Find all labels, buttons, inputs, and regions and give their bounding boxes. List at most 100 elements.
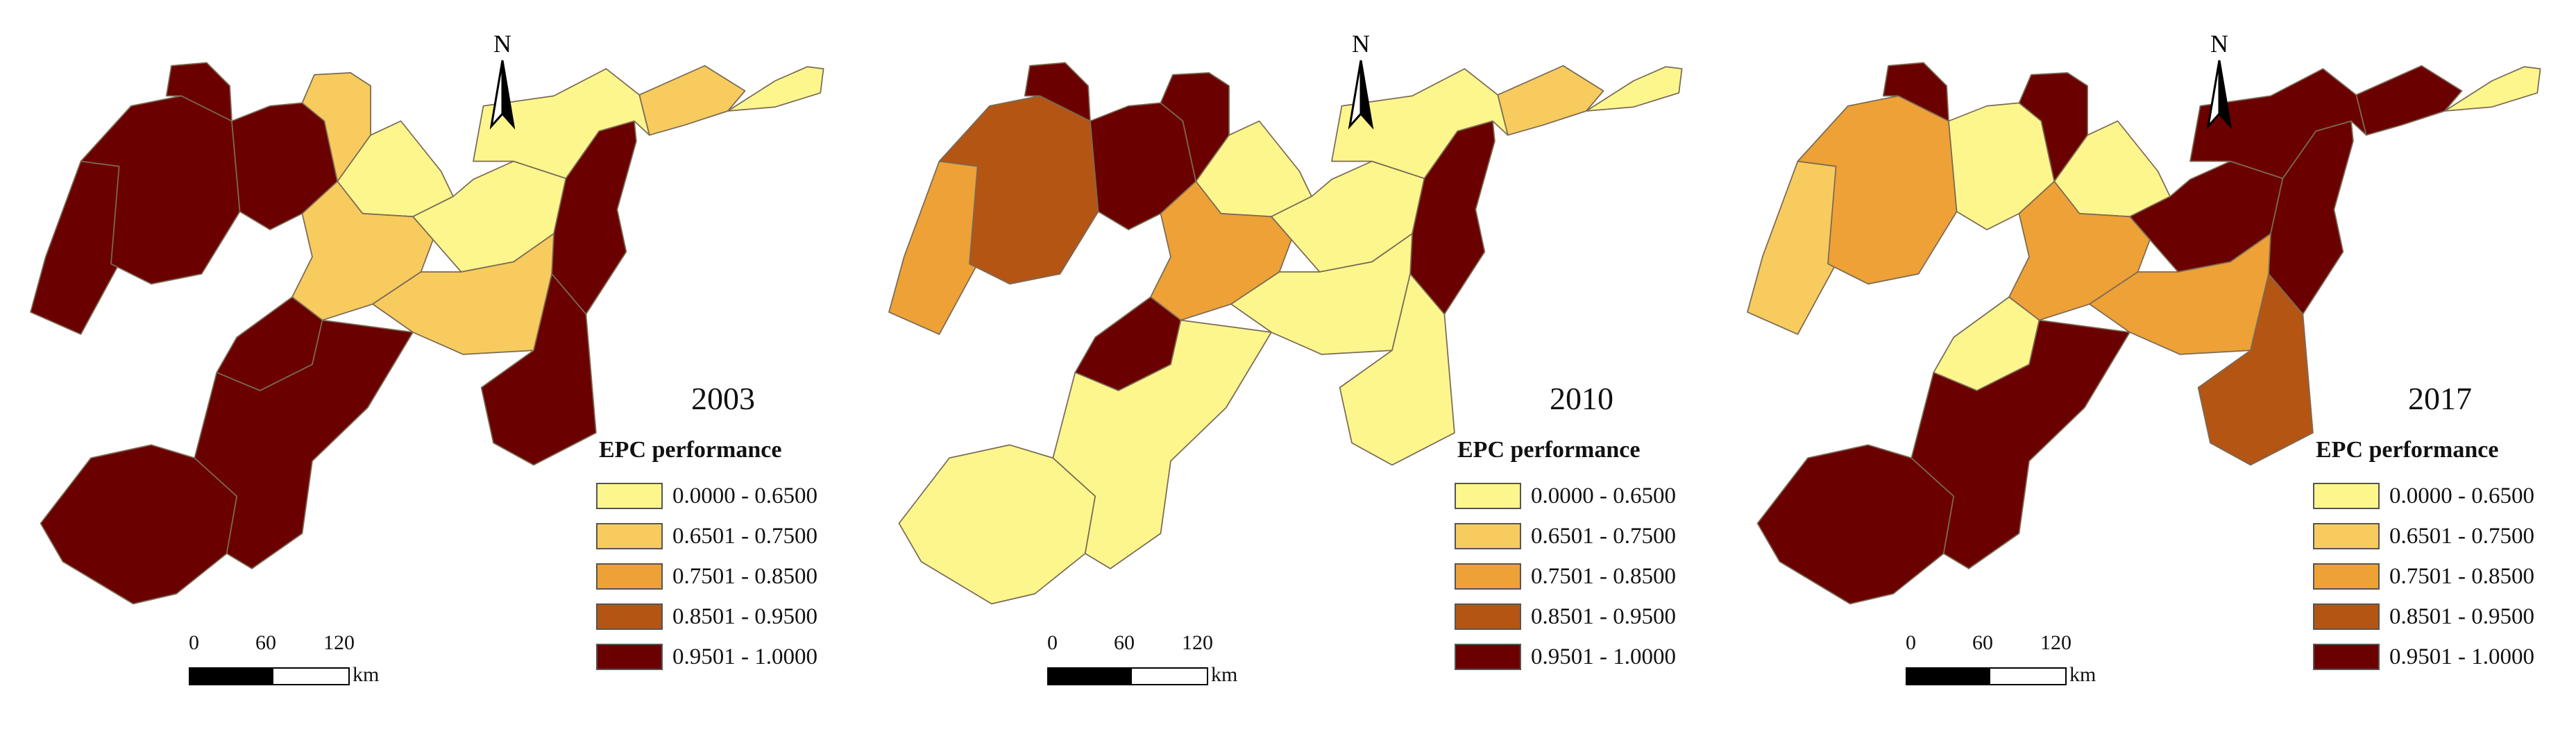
legend-item: 0.6501 - 0.7500 <box>596 522 817 551</box>
north-arrow: N <box>482 29 523 133</box>
legend-swatch <box>1455 603 1521 630</box>
legend-swatch <box>1455 644 1521 670</box>
legend-label: 0.7501 - 0.8500 <box>2389 563 2534 589</box>
map-region <box>727 66 824 112</box>
scale-bar-white-segment <box>1130 667 1208 685</box>
north-arrow: N <box>2198 29 2240 133</box>
scale-tick-label: 60 <box>1114 631 1135 654</box>
map-region <box>40 444 238 605</box>
north-label: N <box>1352 30 1370 58</box>
north-arrow: N <box>1340 29 1382 133</box>
legend-item: 0.8501 - 0.9500 <box>1455 602 1676 631</box>
map-region <box>888 160 978 335</box>
scale-bar: 0 60 120 km <box>1906 631 2096 694</box>
map-region <box>30 160 120 335</box>
map-region <box>1756 444 1955 605</box>
map-year-label: 2003 <box>691 381 755 416</box>
legend-item: 0.6501 - 0.7500 <box>2313 522 2534 551</box>
map-region <box>2443 66 2541 112</box>
scale-bar-black-segment <box>189 667 272 685</box>
legend-swatch <box>1455 563 1521 590</box>
north-arrow-icon <box>1348 60 1374 130</box>
legend-swatch <box>596 483 663 509</box>
map-region <box>480 273 597 466</box>
map-region <box>2189 68 2367 180</box>
legend-swatch <box>2313 603 2380 630</box>
legend-label: 0.0000 - 0.6500 <box>2389 483 2534 508</box>
legend-item: 0.9501 - 1.0000 <box>1455 642 1676 671</box>
scale-tick-label: 120 <box>323 631 355 654</box>
legend-title: EPC performance <box>2316 437 2499 463</box>
map-region <box>1024 62 1091 122</box>
scale-bar: 0 60 120 km <box>1047 631 1237 694</box>
map-region <box>1882 62 1949 122</box>
map-region <box>372 233 554 355</box>
legend-item: 0.0000 - 0.6500 <box>2313 481 2534 511</box>
map-region <box>2018 72 2088 182</box>
choropleth-map-2017 <box>1747 62 2541 605</box>
legend-swatch <box>596 644 663 670</box>
map-region <box>638 65 746 136</box>
north-arrow-icon <box>489 60 516 130</box>
map-region <box>1052 319 1272 569</box>
legend-label: 0.0000 - 0.6500 <box>1531 483 1676 508</box>
map-region <box>473 68 650 180</box>
legend-item: 0.7501 - 0.8500 <box>1455 562 1676 591</box>
legend-label: 0.9501 - 1.0000 <box>672 644 817 669</box>
map-panel-2017: N 2017 EPC performance 0.0000 - 0.6500 0… <box>1717 0 2575 754</box>
map-region <box>2355 65 2463 136</box>
map-region <box>1585 66 1683 112</box>
legend-item: 0.0000 - 0.6500 <box>596 481 817 511</box>
choropleth-map-2003 <box>30 62 824 605</box>
map-region <box>1331 68 1509 180</box>
map-region <box>938 95 1099 285</box>
legend-label: 0.6501 - 0.7500 <box>672 523 817 549</box>
choropleth-map-2010 <box>888 62 1683 605</box>
legend-label: 0.6501 - 0.7500 <box>1531 523 1676 549</box>
map-region <box>1339 273 1455 466</box>
legend-item: 0.6501 - 0.7500 <box>1455 522 1676 551</box>
scale-tick-label: 120 <box>2040 631 2071 654</box>
legend-swatch <box>596 603 663 630</box>
legend-swatch <box>596 523 663 549</box>
map-region <box>1910 319 2130 569</box>
legend-item: 0.7501 - 0.8500 <box>2313 562 2534 591</box>
legend-swatch <box>596 563 663 590</box>
legend-title: EPC performance <box>599 437 782 463</box>
legend-label: 0.8501 - 0.9500 <box>672 603 817 629</box>
scale-bar-black-segment <box>1047 667 1130 685</box>
map-region <box>2089 233 2271 355</box>
map-panel-2010: N 2010 EPC performance 0.0000 - 0.6500 0… <box>858 0 1717 754</box>
north-label: N <box>2210 30 2228 58</box>
scale-bar-white-segment <box>1989 667 2067 685</box>
legend-swatch <box>2313 483 2380 509</box>
legend-label: 0.7501 - 0.8500 <box>1531 563 1676 589</box>
north-label: N <box>493 30 511 58</box>
map-region <box>1797 95 1958 285</box>
legend-swatch <box>1455 523 1521 549</box>
legend-label: 0.7501 - 0.8500 <box>672 563 817 589</box>
legend-swatch <box>1455 483 1521 509</box>
legend-label: 0.6501 - 0.7500 <box>2389 523 2534 549</box>
scale-tick-label: 60 <box>255 631 276 654</box>
map-region <box>1230 233 1413 355</box>
scale-unit: km <box>1211 663 1238 686</box>
map-panel-2003: N 2003 EPC performance 0.0000 - 0.6500 0… <box>0 0 858 754</box>
map-region <box>80 95 241 285</box>
legend-title: EPC performance <box>1457 437 1641 463</box>
scale-tick-label: 120 <box>1182 631 1213 654</box>
legend-item: 0.9501 - 1.0000 <box>596 642 817 671</box>
map-region <box>1497 65 1604 136</box>
legend-item: 0.7501 - 0.8500 <box>596 562 817 591</box>
map-region <box>1747 160 1837 335</box>
legend-label: 0.9501 - 1.0000 <box>2389 644 2534 669</box>
scale-bar-white-segment <box>272 667 350 685</box>
map-region <box>301 72 371 182</box>
legend-swatch <box>2313 563 2380 590</box>
legend-label: 0.0000 - 0.6500 <box>672 483 817 508</box>
legend-label: 0.8501 - 0.9500 <box>1531 603 1676 629</box>
legend-swatch <box>2313 644 2380 670</box>
scale-tick-label: 0 <box>1906 631 1916 654</box>
scale-bar-black-segment <box>1906 667 1989 685</box>
map-region <box>1160 72 1230 182</box>
